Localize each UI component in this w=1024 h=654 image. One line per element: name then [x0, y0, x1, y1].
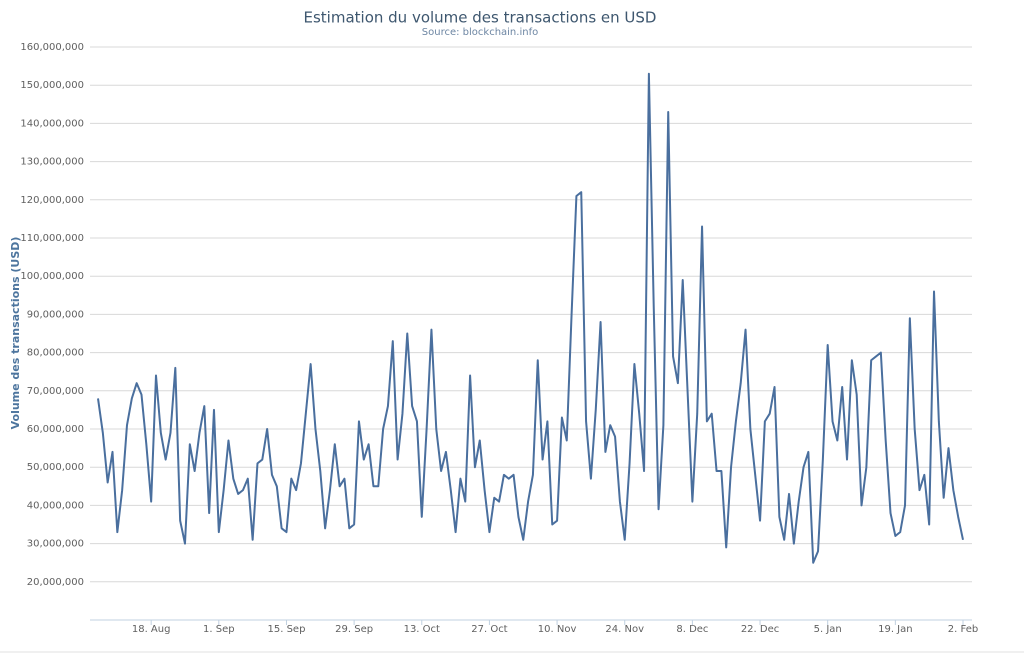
y-tick-label: 140,000,000 [20, 118, 84, 129]
y-tick-label: 40,000,000 [27, 500, 84, 511]
x-tick-label: 8. Dec [676, 624, 708, 635]
x-tick-label: 2. Feb [948, 624, 978, 635]
y-tick-label: 20,000,000 [27, 577, 84, 588]
y-tick-label: 160,000,000 [20, 42, 84, 53]
y-axis-title: Volume des transactions (USD) [9, 237, 22, 430]
y-tick-label: 130,000,000 [20, 157, 84, 168]
y-tick-label: 70,000,000 [27, 386, 84, 397]
y-tick-label: 110,000,000 [20, 233, 84, 244]
x-tick-label: 13. Oct [404, 624, 440, 635]
y-tick-label: 100,000,000 [20, 271, 84, 282]
data-line [97, 72, 964, 564]
chart-title: Estimation du volume des transactions en… [304, 9, 657, 27]
x-tick-label: 27. Oct [471, 624, 507, 635]
x-tick-label: 22. Dec [741, 624, 779, 635]
x-tick-label: 10. Nov [538, 624, 577, 635]
y-tick-label: 150,000,000 [20, 80, 84, 91]
x-tick-label: 5. Jan [814, 624, 842, 635]
y-tick-label: 80,000,000 [27, 348, 84, 359]
x-tick-label: 29. Sep [335, 624, 373, 635]
x-tick-label: 18. Aug [132, 624, 171, 635]
x-tick-label: 15. Sep [267, 624, 305, 635]
y-tick-label: 60,000,000 [27, 424, 84, 435]
y-tick-label: 90,000,000 [27, 309, 84, 320]
x-tick-label: 24. Nov [605, 624, 644, 635]
chart-subtitle: Source: blockchain.info [422, 27, 538, 38]
y-tick-label: 50,000,000 [27, 462, 84, 473]
y-tick-label: 30,000,000 [27, 539, 84, 550]
y-tick-label: 120,000,000 [20, 195, 84, 206]
x-tick-label: 19. Jan [878, 624, 913, 635]
x-tick-label: 1. Sep [203, 624, 235, 635]
